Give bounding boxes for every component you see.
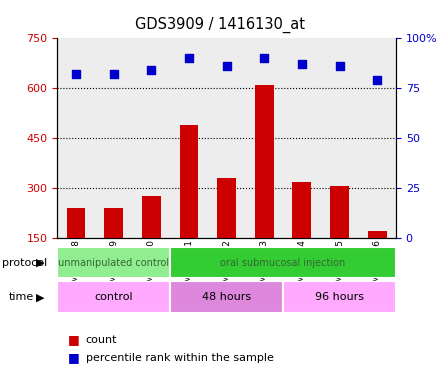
Bar (255, 85, 274, 238)
Bar (208, 38, 246, 238)
Point (185, 55, 192, 61)
Text: GDS3909 / 1416130_at: GDS3909 / 1416130_at (135, 17, 305, 33)
Point (374, 77, 381, 83)
Text: ■: ■ (68, 351, 80, 364)
Bar (368, 232, 387, 238)
Bar (217, 178, 236, 238)
Bar (180, 125, 198, 238)
Bar (283, 281, 396, 313)
Text: percentile rank within the sample: percentile rank within the sample (86, 353, 274, 363)
Point (261, 55, 268, 61)
Bar (283, 38, 321, 238)
Text: count: count (86, 335, 117, 345)
Point (110, 71, 117, 78)
Text: ▶: ▶ (36, 292, 45, 302)
Text: 96 hours: 96 hours (315, 292, 364, 302)
Point (223, 63, 230, 70)
Point (148, 67, 155, 73)
Bar (170, 38, 208, 238)
Bar (57, 38, 95, 238)
Text: oral submucosal injection: oral submucosal injection (220, 258, 346, 268)
Text: unmanipulated control: unmanipulated control (58, 258, 169, 268)
Bar (66, 208, 85, 238)
Bar (246, 38, 283, 238)
Bar (330, 187, 349, 238)
Text: ▶: ▶ (36, 258, 45, 268)
Point (298, 61, 305, 68)
Bar (95, 38, 132, 238)
Bar (142, 197, 161, 238)
Bar (104, 208, 123, 238)
Bar (132, 38, 170, 238)
Point (336, 63, 343, 70)
Bar (57, 247, 170, 278)
Text: 48 hours: 48 hours (202, 292, 251, 302)
Text: time: time (9, 292, 34, 302)
Bar (170, 281, 283, 313)
Bar (321, 38, 358, 238)
Text: ■: ■ (68, 333, 80, 346)
Bar (170, 247, 396, 278)
Bar (57, 281, 170, 313)
Bar (293, 182, 312, 238)
Text: protocol: protocol (2, 258, 48, 268)
Text: control: control (94, 292, 133, 302)
Bar (358, 38, 396, 238)
Point (73, 71, 80, 78)
